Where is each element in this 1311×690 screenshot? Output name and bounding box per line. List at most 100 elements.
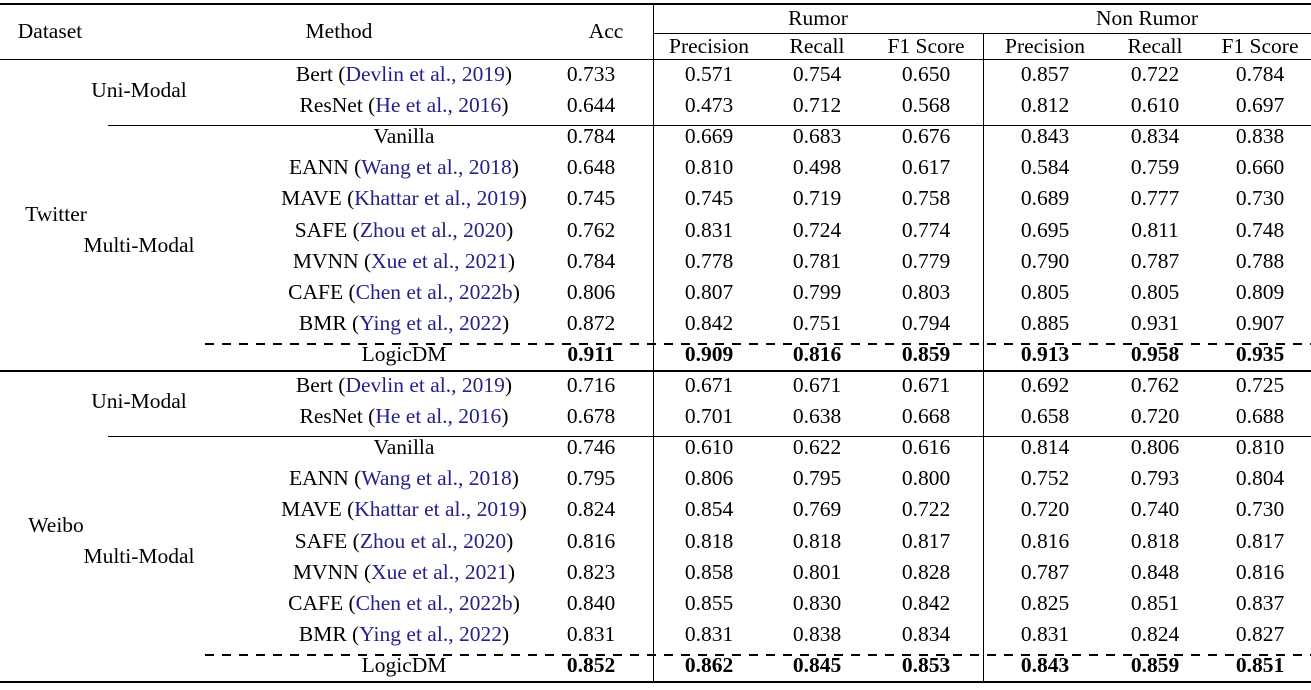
nonrumor-f1-value: 0.697 (1235, 93, 1285, 118)
acc-value: 0.872 (566, 310, 616, 335)
column-header-method: Method (305, 18, 373, 43)
citation-link[interactable]: Devlin et al., 2019 (345, 373, 505, 398)
table-row: BMR (Ying et al., 2022) 0.831 0.831 0.838 0.… (0, 619, 1311, 650)
rule-bottom (0, 681, 1311, 684)
method-cell: MVNN (Xue et al., 2021) (292, 559, 516, 584)
rumor-precision-value: 0.831 (684, 621, 734, 646)
method-cell: Vanilla (373, 435, 435, 460)
citation-link[interactable]: He et al., 2016 (375, 93, 502, 118)
citation-link[interactable]: Wang et al., 2018 (361, 155, 512, 180)
modality-label-uni-modal: Uni-Modal (91, 388, 187, 413)
nonrumor-recall-value: 0.759 (1130, 155, 1180, 180)
table-row: BMR (Ying et al., 2022) 0.872 0.842 0.751 0.… (0, 308, 1311, 339)
subheader-rumor-recall: Recall (789, 33, 845, 58)
citation-link[interactable]: Xue et al., 2021 (371, 559, 508, 584)
method-cell: MVNN (Xue et al., 2021) (292, 248, 516, 273)
nonrumor-f1-value: 0.784 (1235, 62, 1285, 87)
citation-link[interactable]: Wang et al., 2018 (361, 466, 512, 491)
rumor-precision-value: 0.855 (684, 590, 734, 615)
column-header-acc: Acc (588, 18, 624, 43)
nonrumor-f1-value: 0.810 (1235, 435, 1285, 460)
citation-link[interactable]: Xue et al., 2021 (371, 248, 508, 273)
citation-link[interactable]: He et al., 2016 (375, 404, 502, 429)
nonrumor-precision-value: 0.885 (1020, 310, 1070, 335)
modality-label-multi-modal: Multi-Modal (83, 233, 195, 258)
citation-link[interactable]: Chen et al., 2022b (355, 279, 513, 304)
nonrumor-recall-value: 0.824 (1130, 621, 1180, 646)
method-cell: CAFE (Chen et al., 2022b) (288, 279, 520, 304)
rumor-recall-value: 0.838 (792, 621, 842, 646)
rumor-precision-value: 0.862 (684, 652, 734, 677)
citation-link[interactable]: Ying et al., 2022 (359, 310, 502, 335)
nonrumor-recall-value: 0.793 (1130, 466, 1180, 491)
rumor-precision-value: 0.806 (684, 466, 734, 491)
rumor-precision-value: 0.858 (684, 559, 734, 584)
rumor-precision-value: 0.810 (684, 155, 734, 180)
acc-value: 0.784 (566, 124, 616, 149)
citation-link[interactable]: Chen et al., 2022b (355, 590, 513, 615)
citation-link[interactable]: Devlin et al., 2019 (345, 62, 505, 87)
acc-value: 0.644 (566, 93, 616, 118)
table-row: SAFE (Zhou et al., 2020) 0.762 0.831 0.724 0… (0, 215, 1311, 246)
subheader-nonrumor-f1: F1 Score (1221, 33, 1299, 58)
table-row: CAFE (Chen et al., 2022b) 0.840 0.855 0.830… (0, 588, 1311, 619)
nonrumor-precision-value: 0.913 (1020, 341, 1070, 366)
citation-link[interactable]: Zhou et al., 2020 (359, 217, 507, 242)
dataset-label-twitter: Twitter (25, 202, 87, 226)
rumor-f1-value: 0.676 (901, 124, 951, 149)
rumor-recall-value: 0.801 (792, 559, 842, 584)
rumor-recall-value: 0.724 (792, 217, 842, 242)
nonrumor-recall-value: 0.811 (1131, 217, 1179, 242)
rumor-precision-value: 0.807 (684, 279, 734, 304)
rumor-f1-value: 0.842 (901, 590, 951, 615)
nonrumor-f1-value: 0.837 (1235, 590, 1285, 615)
nonrumor-f1-value: 0.788 (1235, 248, 1285, 273)
nonrumor-f1-value: 0.730 (1235, 186, 1285, 211)
rumor-f1-value: 0.722 (901, 497, 951, 522)
section-divider (0, 370, 1311, 372)
method-cell: ResNet (He et al., 2016) (299, 93, 509, 118)
rumor-f1-value: 0.779 (901, 248, 951, 273)
rumor-recall-value: 0.683 (792, 124, 842, 149)
group-header-non-rumor: Non Rumor (1095, 6, 1199, 30)
citation-link[interactable]: Khattar et al., 2019 (354, 186, 520, 211)
rumor-f1-value: 0.794 (901, 310, 951, 335)
rumor-recall-value: 0.769 (792, 497, 842, 522)
acc-value: 0.911 (567, 341, 615, 366)
table-row: Bert (Devlin et al., 2019) 0.716 0.671 0.67… (0, 370, 1311, 401)
rumor-precision-value: 0.842 (684, 310, 734, 335)
rumor-recall-value: 0.799 (792, 279, 842, 304)
nonrumor-f1-value: 0.660 (1235, 155, 1285, 180)
nonrumor-recall-value: 0.777 (1130, 186, 1180, 211)
table-row: MVNN (Xue et al., 2021) 0.823 0.858 0.801 0.… (0, 557, 1311, 588)
method-cell: EANN (Wang et al., 2018) (289, 155, 519, 180)
subheader-rumor-precision: Precision (668, 33, 750, 58)
nonrumor-recall-value: 0.806 (1130, 435, 1180, 460)
nonrumor-f1-value: 0.838 (1235, 124, 1285, 149)
nonrumor-f1-value: 0.816 (1235, 559, 1285, 584)
table-row: SAFE (Zhou et al., 2020) 0.816 0.818 0.818 0… (0, 526, 1311, 557)
nonrumor-precision-value: 0.752 (1020, 466, 1070, 491)
method-cell: MAVE (Khattar et al., 2019) (281, 497, 527, 522)
nonrumor-f1-value: 0.804 (1235, 466, 1285, 491)
acc-value: 0.795 (566, 466, 616, 491)
dataset-label-weibo: Weibo (28, 513, 84, 537)
rumor-recall-value: 0.818 (792, 528, 842, 553)
nonrumor-recall-value: 0.931 (1130, 310, 1180, 335)
method-cell: CAFE (Chen et al., 2022b) (288, 590, 520, 615)
nonrumor-precision-value: 0.816 (1020, 528, 1070, 553)
table-row: MAVE (Khattar et al., 2019) 0.745 0.745 0.7… (0, 183, 1311, 214)
citation-link[interactable]: Ying et al., 2022 (359, 621, 502, 646)
nonrumor-precision-value: 0.843 (1020, 124, 1070, 149)
table-row: Bert (Devlin et al., 2019) 0.733 0.571 0.75… (0, 59, 1311, 90)
table-row: Vanilla 0.784 0.669 0.683 0.676 0.843 0.834 0.8… (0, 121, 1311, 152)
rumor-recall-value: 0.671 (792, 373, 842, 398)
citation-link[interactable]: Khattar et al., 2019 (354, 497, 520, 522)
rumor-f1-value: 0.774 (901, 217, 951, 242)
acc-value: 0.716 (566, 373, 616, 398)
rumor-f1-value: 0.828 (901, 559, 951, 584)
citation-link[interactable]: Zhou et al., 2020 (359, 528, 507, 553)
nonrumor-recall-value: 0.859 (1130, 652, 1180, 677)
table-row: MAVE (Khattar et al., 2019) 0.824 0.854 0.7… (0, 494, 1311, 525)
uni-multi-divider (108, 435, 1311, 437)
